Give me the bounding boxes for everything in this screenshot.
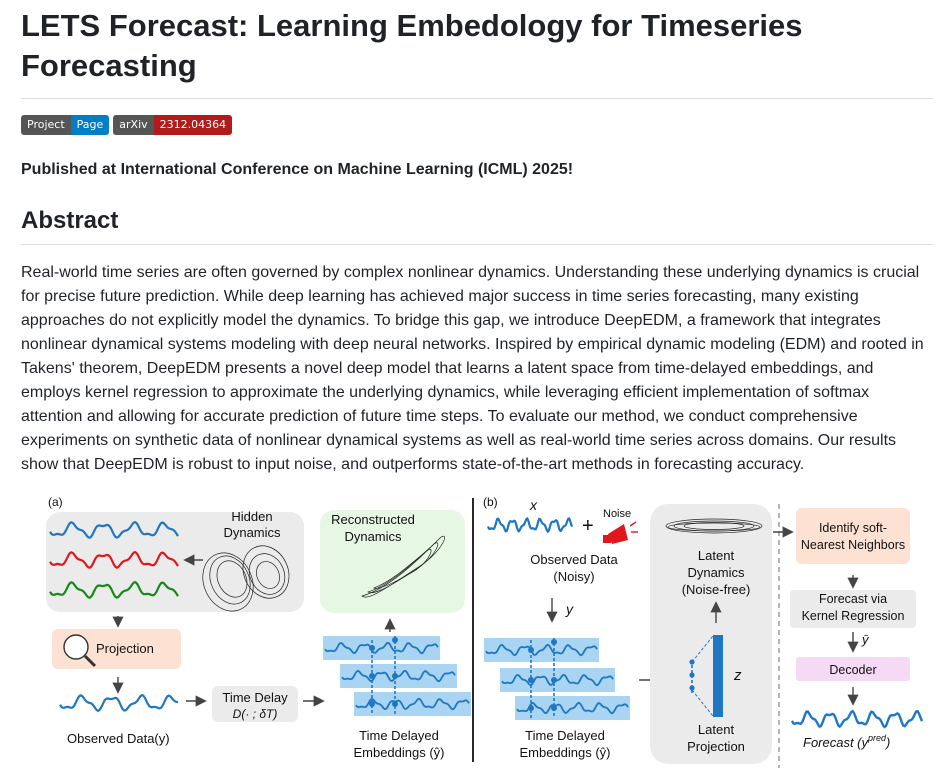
time-delay-operator: D(· ; δT) [233,707,278,721]
latent-dynamics-label-1: Latent [698,548,735,563]
embedding-wave-1 [324,641,439,655]
projection-label: Projection [96,641,154,656]
reconstructed-label-2: Dynamics [344,529,402,544]
snn-label-2: Nearest Neighbors [801,538,905,552]
hidden-dynamics-label-2: Dynamics [223,525,281,540]
badge-row: Project Page arXiv 2312.04364 [21,115,933,135]
project-page-badge[interactable]: Project Page [21,115,110,135]
tde-a-label-2: Embeddings (ŷ) [353,745,444,760]
latent-projection-graphic [689,635,723,717]
ybar-label: ȳ [861,632,870,647]
panel-b-label: (b) [483,495,498,509]
kernel-label-1: Forecast via [819,592,887,606]
tde-a-label-1: Time Delayed [359,728,439,743]
snn-label-1: Identify soft- [819,521,887,535]
plus-sign: + [582,515,594,537]
time-delay-box [212,686,298,722]
arxiv-badge-right: 2312.04364 [153,115,233,135]
noise-label: Noise [603,508,631,520]
reconstructed-attractor [361,535,445,598]
latent-dynamics-label-3: (Noise-free) [682,582,751,597]
y-variable-label: y [565,601,574,617]
time-delay-label: Time Delay [222,690,288,705]
green-signal-wave [49,581,179,599]
megaphone-icon [603,521,638,544]
kernel-label-2: Kernel Regression [802,609,905,623]
magnifier-icon [63,634,97,668]
snn-box [796,508,910,564]
kernel-regression-box [790,590,916,628]
tde-b-label-1: Time Delayed [525,728,605,743]
observed-noisy-label-2: (Noisy) [553,569,594,584]
page-title: LETS Forecast: Learning Embedology for T… [21,6,933,99]
observed-data-label: Observed Data(y) [67,731,170,746]
latent-dynamics-label-2: Dynamics [687,565,745,580]
time-delayed-embeddings-a [323,636,471,716]
forecast-signal-wave [790,709,924,729]
time-delayed-embeddings-b [484,638,630,720]
readme-content: LETS Forecast: Learning Embedology for T… [21,0,933,477]
x-variable-label: x [529,497,538,513]
embedding-b-wave-3 [516,701,629,715]
input-signal-wave [486,516,574,534]
method-diagram: (a) Hidden Dynamics Projection Observed … [46,495,924,768]
latent-attractor [665,518,763,534]
observed-signal-wave [59,694,179,713]
forecast-label-main: Forecast (y [803,735,870,750]
reconstructed-dynamics-panel [320,510,465,613]
project-badge-left: Project [21,115,71,135]
latent-panel [650,504,772,764]
decoder-label: Decoder [829,663,876,677]
abstract-heading: Abstract [21,206,933,245]
latent-projection-label-1: Latent [698,722,735,737]
project-badge-right: Page [70,115,110,135]
blue-signal-wave [49,521,179,539]
forecast-label: Forecast (ypred) [803,733,890,750]
decoder-box [796,657,910,681]
hidden-dynamics-label-1: Hidden [231,509,272,524]
embedding-b-wave-2 [501,673,614,687]
embedding-b-wave-1 [485,643,598,657]
forecast-label-sup: pred [867,733,887,743]
panel-a-label: (a) [48,495,63,509]
forecast-label-close: ) [884,735,890,750]
lorenz-attractor [202,545,290,612]
method-figure: (a) Hidden Dynamics Projection Observed … [40,490,930,778]
latent-projection-label-2: Projection [687,739,745,754]
arxiv-badge-left: arXiv [113,115,154,135]
reconstructed-label-1: Reconstructed [331,512,415,527]
tde-b-label-2: Embeddings (ŷ) [519,745,610,760]
embedding-wave-3 [355,697,470,711]
red-signal-wave [49,551,179,569]
arxiv-badge[interactable]: arXiv 2312.04364 [113,115,233,135]
z-variable-label: z [733,667,742,684]
observed-noisy-label-1: Observed Data [530,552,618,567]
publication-note: Published at International Conference on… [21,161,574,178]
abstract-text: Real-world time series are often governe… [21,264,924,473]
embedding-wave-2 [341,669,456,683]
